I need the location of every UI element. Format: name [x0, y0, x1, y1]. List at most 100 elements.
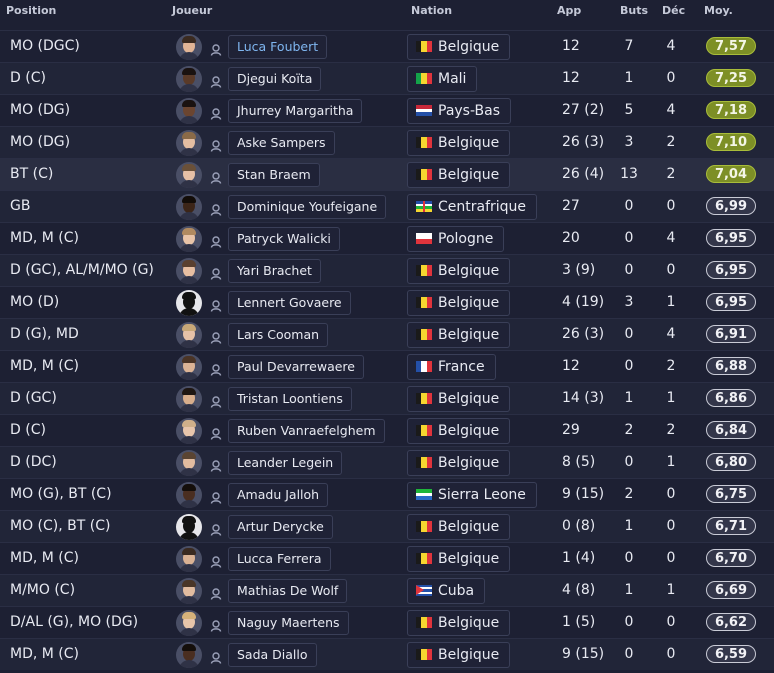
player-avatar[interactable] — [176, 642, 202, 668]
player-name-link[interactable]: Lennert Govaere — [228, 291, 351, 315]
average-rating-badge: 6,71 — [706, 517, 756, 535]
nation-link[interactable]: Cuba — [407, 578, 486, 604]
player-name-link[interactable]: Jhurrey Margaritha — [228, 99, 363, 123]
player-name-link[interactable]: Lars Cooman — [228, 323, 329, 347]
table-row[interactable]: D (C) Djegui Koïta Mali 12 1 0 7,25 — [0, 62, 774, 94]
nation-link[interactable]: Belgique — [407, 514, 511, 540]
nation-link[interactable]: Pologne — [407, 226, 505, 252]
header-nation[interactable]: Nation — [411, 4, 453, 17]
table-row[interactable]: MD, M (C) Sada Diallo Belgique 9 (15) 0 0 6,59 — [0, 638, 774, 670]
table-row[interactable]: MD, M (C) Lucca Ferrera Belgique 1 (4) 0 0 6,7… — [0, 542, 774, 574]
player-avatar[interactable] — [176, 386, 202, 412]
assists: 0 — [666, 646, 676, 662]
table-row[interactable]: MD, M (C) Patryck Walicki Pologne 20 0 4 6,95 — [0, 222, 774, 254]
table-row[interactable]: MO (DGC) Luca Foubert Belgique 12 7 4 7,57 — [0, 30, 774, 62]
table-row[interactable]: MO (DG) Aske Sampers Belgique 26 (3) 3 2 7,10 — [0, 126, 774, 158]
player-name-link[interactable]: Artur Derycke — [228, 515, 333, 539]
nation-link[interactable]: Pays-Bas — [407, 98, 512, 124]
player-name-link[interactable]: Aske Sampers — [228, 131, 335, 155]
nation-link[interactable]: Belgique — [407, 450, 511, 476]
table-row[interactable]: MD, M (C) Paul Devarrewaere France 12 0 2 6,88 — [0, 350, 774, 382]
table-row[interactable]: MO (D) Lennert Govaere Belgique 4 (19) 3 1 6,9… — [0, 286, 774, 318]
nation-link[interactable]: Belgique — [407, 610, 511, 636]
goals: 0 — [624, 454, 634, 470]
assists: 2 — [666, 134, 676, 150]
player-name-link[interactable]: Leander Legein — [228, 451, 343, 475]
goals: 0 — [624, 614, 634, 630]
player-avatar[interactable] — [176, 130, 202, 156]
assists: 2 — [666, 166, 676, 182]
player-avatar[interactable] — [176, 66, 202, 92]
player-avatar[interactable] — [176, 354, 202, 380]
player-avatar[interactable] — [176, 162, 202, 188]
player-avatar[interactable] — [176, 34, 202, 60]
header-goals[interactable]: Buts — [620, 4, 649, 17]
appearances: 1 (4) — [562, 550, 596, 566]
flag-icon — [416, 105, 432, 116]
player-name-link[interactable]: Amadu Jalloh — [228, 483, 329, 507]
table-row[interactable]: MO (C), BT (C) Artur Derycke Belgique 0 (8)… — [0, 510, 774, 542]
nation-name: Belgique — [438, 519, 500, 535]
player-name-link[interactable]: Paul Devarrewaere — [228, 355, 364, 379]
player-name-link[interactable]: Ruben Vanraefelghem — [228, 419, 385, 443]
nation-link[interactable]: Belgique — [407, 386, 511, 412]
player-avatar[interactable] — [176, 514, 202, 540]
player-avatar[interactable] — [176, 226, 202, 252]
table-row[interactable]: D/AL (G), MO (DG) Naguy Maertens Belgique 1… — [0, 606, 774, 638]
nation-link[interactable]: Belgique — [407, 130, 511, 156]
nation-link[interactable]: Belgique — [407, 546, 511, 572]
player-name-link[interactable]: Djegui Koïta — [228, 67, 322, 91]
player-name-link[interactable]: Luca Foubert — [228, 35, 328, 59]
nation-link[interactable]: Sierra Leone — [407, 482, 537, 508]
table-row[interactable]: BT (C) Stan Braem Belgique 26 (4) 13 2 7,04 — [0, 158, 774, 190]
table-row[interactable]: D (GC) Tristan Loontiens Belgique 14 (3) 1 1 6… — [0, 382, 774, 414]
table-row[interactable]: D (G), MD Lars Cooman Belgique 26 (3) 0 4 6,91 — [0, 318, 774, 350]
nation-name: Belgique — [438, 391, 500, 407]
player-avatar[interactable] — [176, 546, 202, 572]
player-name-link[interactable]: Dominique Youfeigane — [228, 195, 387, 219]
nation-link[interactable]: Belgique — [407, 162, 511, 188]
table-row[interactable]: M/MO (C) Mathias De Wolf Cuba 4 (8) 1 1 6,69 — [0, 574, 774, 606]
average-rating-badge: 6,86 — [706, 389, 756, 407]
player-avatar[interactable] — [176, 418, 202, 444]
table-row[interactable]: GB Dominique Youfeigane Centrafrique 27 0 0 6,… — [0, 190, 774, 222]
player-name-link[interactable]: Lucca Ferrera — [228, 547, 331, 571]
player-avatar[interactable] — [176, 610, 202, 636]
player-name-link[interactable]: Sada Diallo — [228, 643, 317, 667]
player-name-link[interactable]: Stan Braem — [228, 163, 320, 187]
player-name-link[interactable]: Yari Brachet — [228, 259, 321, 283]
player-name-link[interactable]: Tristan Loontiens — [228, 387, 352, 411]
header-avg[interactable]: Moy. — [704, 4, 733, 17]
nation-link[interactable]: Belgique — [407, 642, 511, 668]
player-avatar[interactable] — [176, 194, 202, 220]
table-row[interactable]: D (DC) Leander Legein Belgique 8 (5) 0 1 6,80 — [0, 446, 774, 478]
flag-icon — [416, 329, 432, 340]
header-assists[interactable]: Déc — [662, 4, 686, 17]
player-avatar[interactable] — [176, 290, 202, 316]
nation-link[interactable]: Belgique — [407, 290, 511, 316]
table-row[interactable]: D (GC), AL/M/MO (G) Yari Brachet Belgique 3… — [0, 254, 774, 286]
nation-link[interactable]: France — [407, 354, 496, 380]
nation-link[interactable]: Belgique — [407, 258, 511, 284]
player-avatar[interactable] — [176, 322, 202, 348]
player-name-link[interactable]: Patryck Walicki — [228, 227, 340, 251]
player-avatar[interactable] — [176, 578, 202, 604]
player-avatar[interactable] — [176, 482, 202, 508]
table-row[interactable]: MO (G), BT (C) Amadu Jalloh Sierra Leone 9 … — [0, 478, 774, 510]
table-row[interactable]: D (C) Ruben Vanraefelghem Belgique 29 2 2 6,84 — [0, 414, 774, 446]
player-avatar[interactable] — [176, 258, 202, 284]
player-avatar[interactable] — [176, 98, 202, 124]
person-icon — [210, 169, 222, 184]
header-player[interactable]: Joueur — [172, 4, 213, 17]
header-position[interactable]: Position — [6, 4, 57, 17]
player-avatar[interactable] — [176, 450, 202, 476]
nation-link[interactable]: Centrafrique — [407, 194, 538, 220]
player-name-link[interactable]: Naguy Maertens — [228, 611, 349, 635]
nation-link[interactable]: Belgique — [407, 322, 511, 348]
table-row[interactable]: MO (DG) Jhurrey Margaritha Pays-Bas 27 (2) 5… — [0, 94, 774, 126]
nation-link[interactable]: Belgique — [407, 34, 511, 60]
nation-link[interactable]: Mali — [407, 66, 478, 92]
header-app[interactable]: App — [557, 4, 582, 17]
nation-link[interactable]: Belgique — [407, 418, 511, 444]
player-name-link[interactable]: Mathias De Wolf — [228, 579, 348, 603]
